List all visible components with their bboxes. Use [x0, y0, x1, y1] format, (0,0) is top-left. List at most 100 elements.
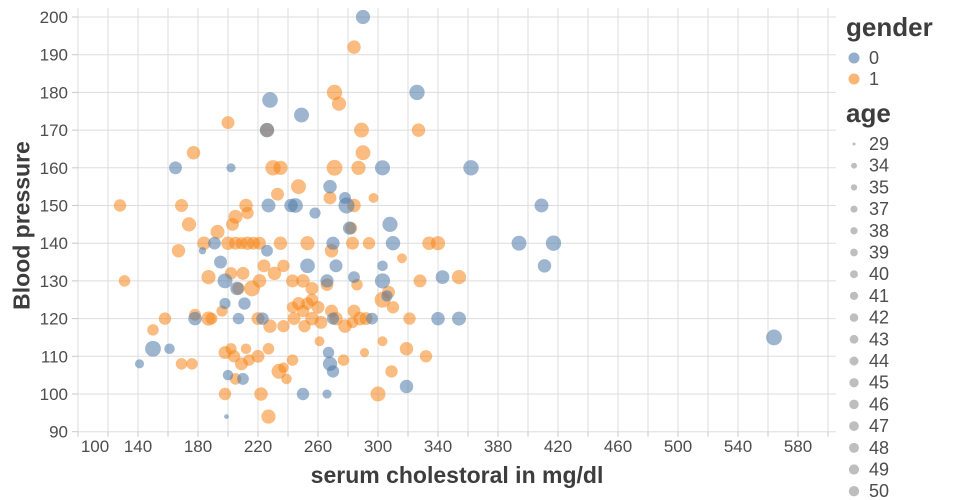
- data-point[interactable]: [169, 161, 182, 175]
- data-point[interactable]: [374, 160, 391, 176]
- data-point[interactable]: [385, 365, 398, 378]
- data-point[interactable]: [322, 389, 332, 399]
- data-point[interactable]: [236, 266, 250, 280]
- data-point[interactable]: [331, 96, 347, 111]
- data-point[interactable]: [381, 290, 393, 302]
- data-point[interactable]: [259, 122, 275, 138]
- data-point[interactable]: [219, 297, 231, 310]
- data-point[interactable]: [261, 198, 276, 213]
- legend-age-item-43[interactable]: 43: [849, 329, 889, 349]
- data-point[interactable]: [241, 206, 254, 220]
- data-point[interactable]: [351, 160, 366, 175]
- legend-age-item-41[interactable]: 41: [849, 286, 889, 306]
- data-point[interactable]: [355, 9, 371, 25]
- data-point[interactable]: [186, 145, 201, 160]
- data-point[interactable]: [188, 311, 202, 326]
- data-point[interactable]: [397, 253, 407, 264]
- data-point[interactable]: [337, 354, 350, 366]
- data-point[interactable]: [210, 224, 225, 239]
- data-point[interactable]: [273, 160, 288, 175]
- legend-age-item-35[interactable]: 35: [850, 177, 889, 197]
- data-point[interactable]: [346, 316, 359, 329]
- data-point[interactable]: [230, 281, 244, 296]
- data-point[interactable]: [430, 236, 446, 251]
- data-point[interactable]: [240, 343, 252, 355]
- data-point[interactable]: [201, 270, 216, 285]
- data-point[interactable]: [452, 311, 466, 326]
- data-point[interactable]: [382, 216, 398, 232]
- data-point[interactable]: [348, 271, 360, 284]
- data-point[interactable]: [296, 304, 310, 318]
- data-point[interactable]: [273, 236, 288, 250]
- data-point[interactable]: [286, 274, 299, 288]
- data-point[interactable]: [366, 312, 378, 325]
- data-point[interactable]: [286, 354, 299, 366]
- data-point[interactable]: [305, 281, 319, 295]
- data-point[interactable]: [261, 244, 273, 257]
- data-point[interactable]: [251, 349, 265, 363]
- data-point[interactable]: [355, 145, 371, 161]
- data-point[interactable]: [256, 312, 269, 325]
- data-point[interactable]: [224, 414, 229, 419]
- data-point[interactable]: [534, 198, 549, 213]
- data-point[interactable]: [252, 274, 267, 288]
- data-point[interactable]: [218, 387, 232, 401]
- data-point[interactable]: [511, 235, 527, 251]
- data-point[interactable]: [205, 312, 218, 325]
- legend-age-item-37[interactable]: 37: [850, 199, 890, 219]
- data-point[interactable]: [253, 236, 266, 250]
- data-point[interactable]: [221, 116, 235, 130]
- data-point[interactable]: [346, 236, 359, 250]
- legend-age-item-44[interactable]: 44: [849, 351, 890, 371]
- data-point[interactable]: [262, 92, 278, 108]
- data-point[interactable]: [326, 159, 343, 176]
- data-point[interactable]: [339, 192, 351, 204]
- data-point[interactable]: [399, 342, 414, 356]
- data-point[interactable]: [329, 259, 343, 273]
- data-point[interactable]: [359, 347, 370, 358]
- legend-age-item-48[interactable]: 48: [849, 438, 889, 458]
- legend-age-item-47[interactable]: 47: [849, 416, 889, 436]
- data-point[interactable]: [326, 236, 340, 250]
- data-point[interactable]: [226, 163, 236, 173]
- data-point[interactable]: [326, 312, 340, 325]
- data-point[interactable]: [322, 346, 335, 359]
- data-point[interactable]: [118, 275, 131, 287]
- data-point[interactable]: [431, 311, 445, 326]
- data-point[interactable]: [314, 315, 328, 329]
- data-point[interactable]: [386, 301, 400, 314]
- data-point[interactable]: [158, 312, 172, 325]
- data-point[interactable]: [281, 373, 292, 385]
- data-point[interactable]: [347, 40, 361, 54]
- data-point[interactable]: [277, 319, 290, 333]
- data-point[interactable]: [171, 244, 186, 258]
- data-point[interactable]: [385, 235, 401, 251]
- legend-age-item-45[interactable]: 45: [849, 373, 889, 393]
- data-point[interactable]: [296, 274, 310, 288]
- data-point[interactable]: [323, 191, 337, 205]
- legend-age-item-46[interactable]: 46: [849, 394, 889, 414]
- data-point[interactable]: [232, 312, 245, 325]
- legend-age-item-38[interactable]: 38: [850, 221, 889, 241]
- data-point[interactable]: [181, 217, 197, 232]
- data-point[interactable]: [257, 259, 271, 273]
- data-point[interactable]: [326, 84, 343, 101]
- data-point[interactable]: [271, 187, 284, 201]
- data-point[interactable]: [419, 350, 433, 363]
- legend-age-item-29[interactable]: 29: [852, 134, 890, 154]
- data-point[interactable]: [287, 312, 301, 326]
- data-point[interactable]: [320, 274, 334, 288]
- data-point[interactable]: [411, 123, 426, 137]
- data-point[interactable]: [238, 297, 251, 310]
- data-point[interactable]: [403, 312, 416, 325]
- data-point[interactable]: [342, 221, 357, 235]
- data-point[interactable]: [300, 258, 315, 274]
- data-point[interactable]: [399, 379, 414, 394]
- data-point[interactable]: [294, 107, 309, 123]
- data-point[interactable]: [175, 358, 188, 370]
- data-point[interactable]: [323, 179, 337, 194]
- data-point[interactable]: [354, 122, 369, 138]
- data-point[interactable]: [145, 340, 161, 357]
- data-point[interactable]: [254, 387, 268, 401]
- data-point[interactable]: [362, 237, 376, 250]
